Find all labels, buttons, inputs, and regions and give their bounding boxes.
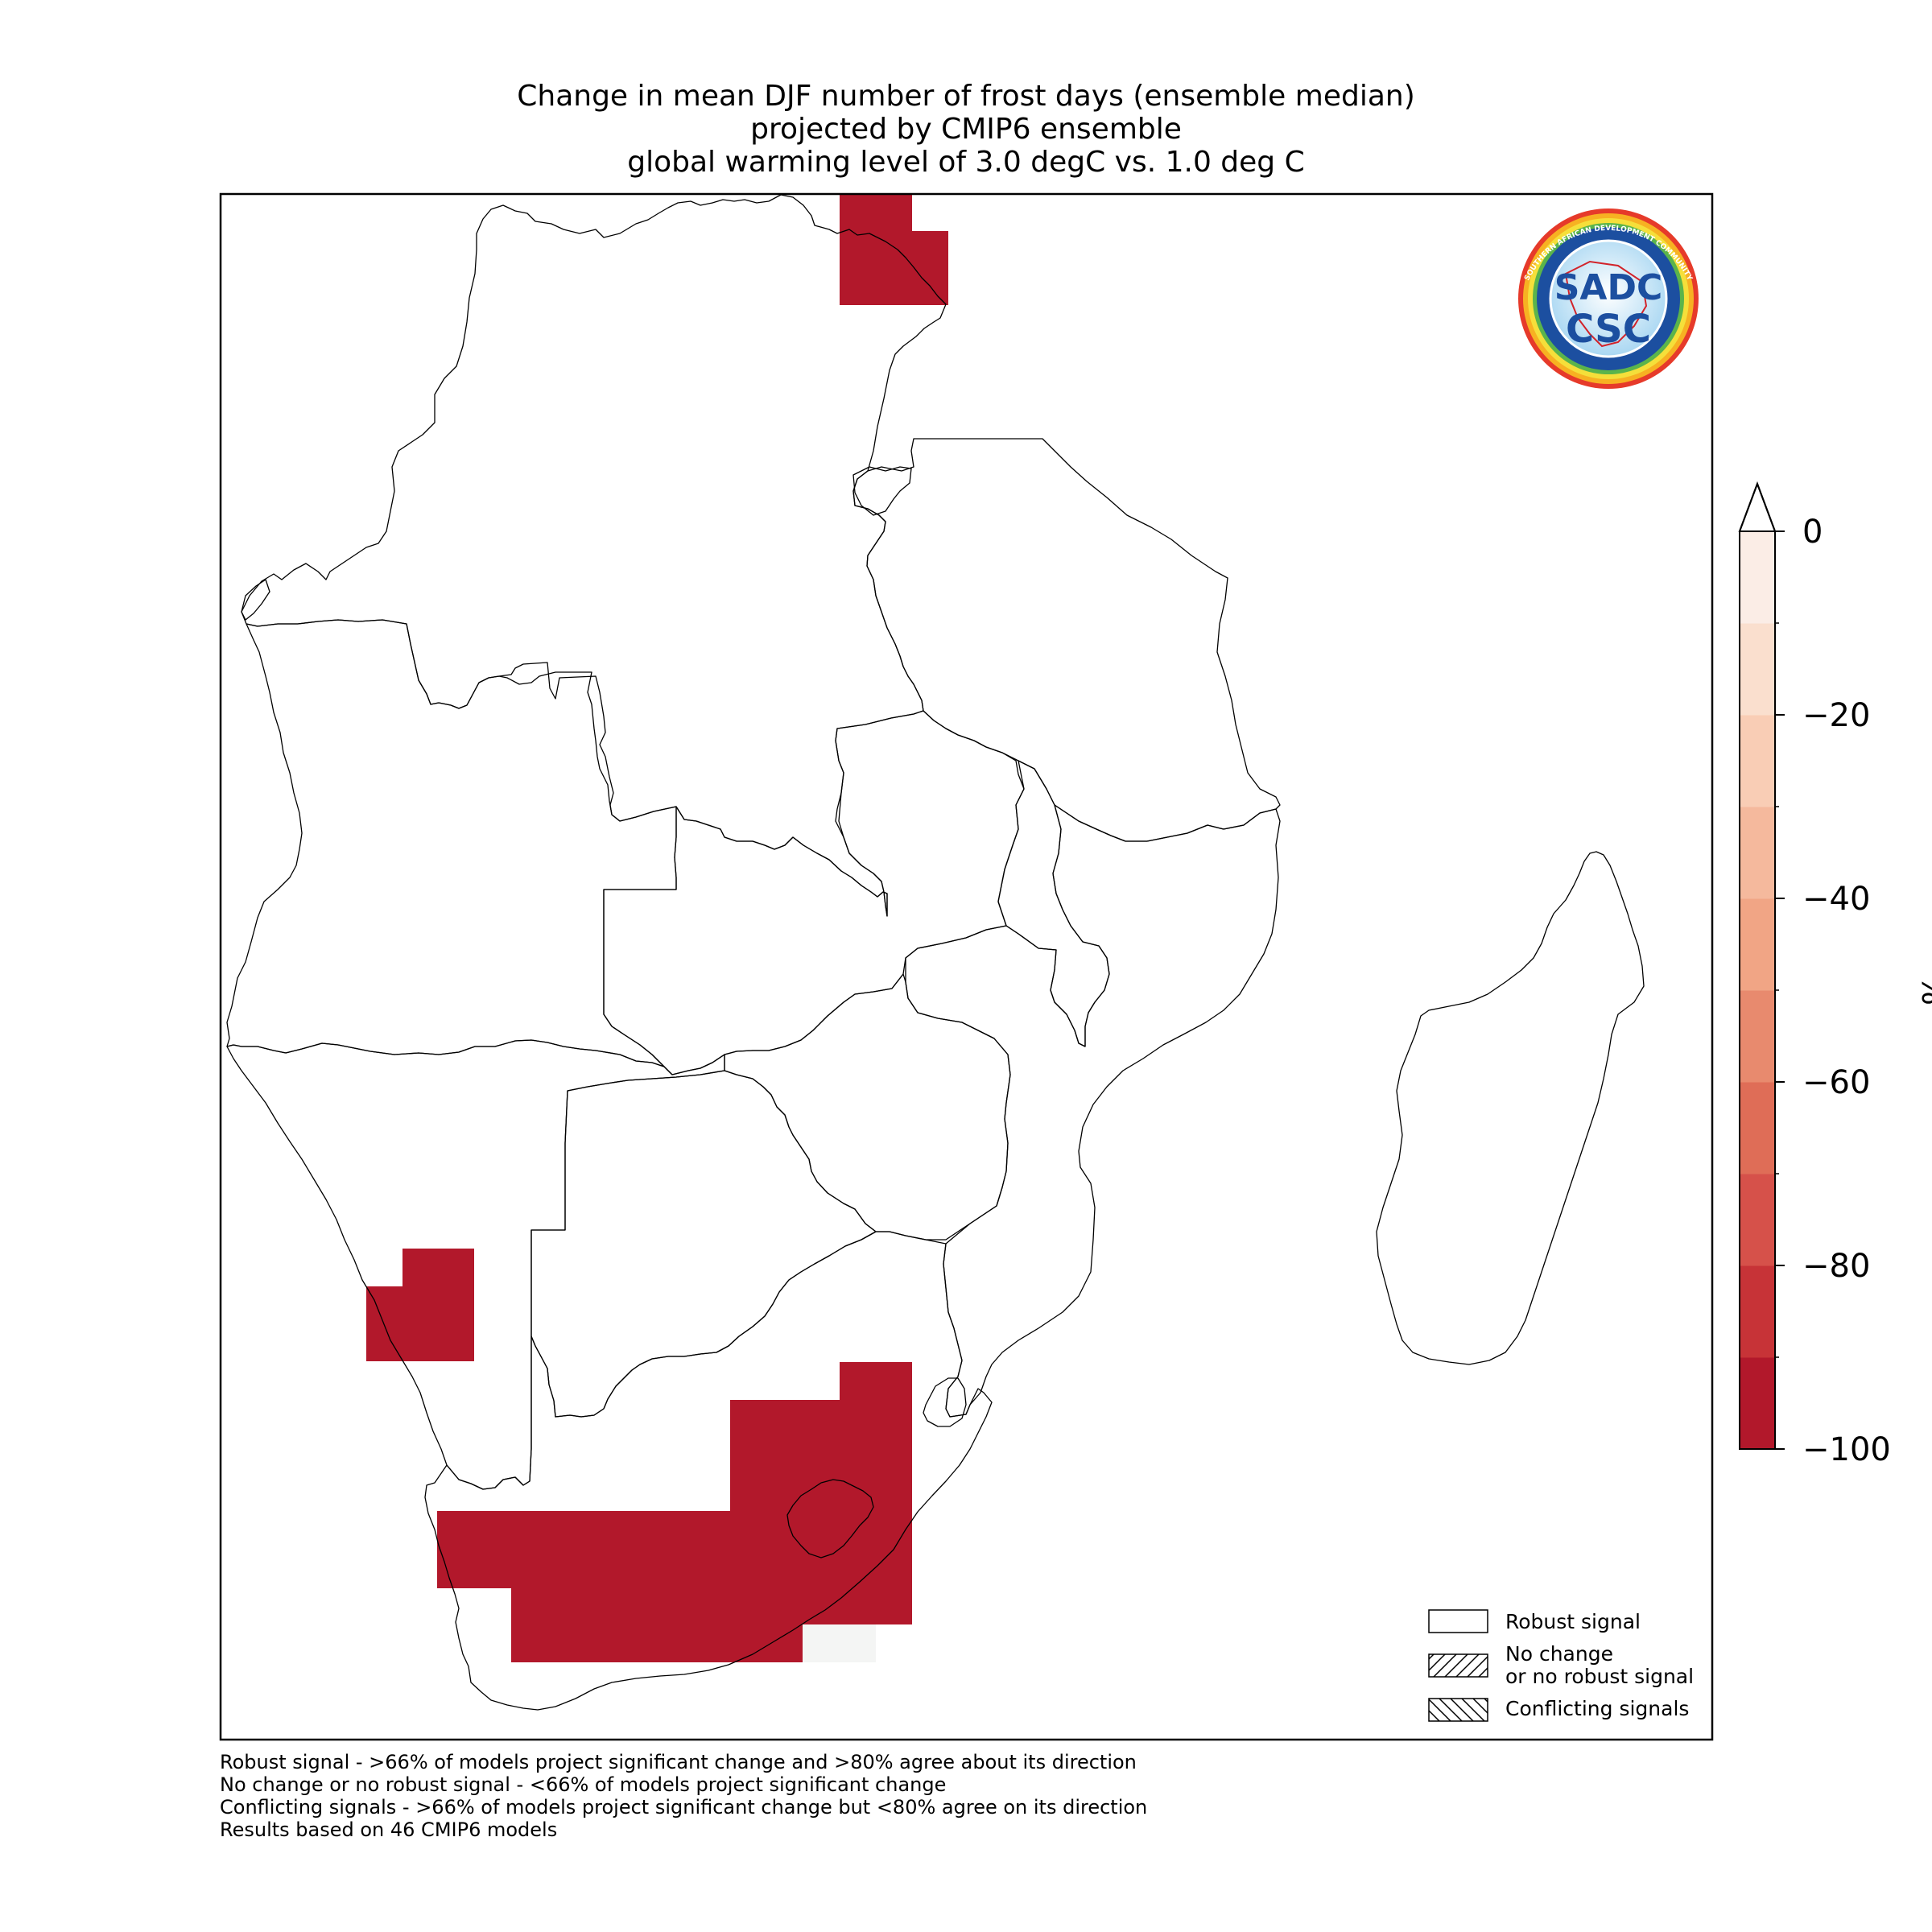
footnote-1: Robust signal - >66% of models project s… (220, 1751, 1137, 1773)
colorbar-band (1740, 1082, 1775, 1174)
legend-label-conflicting: Conflicting signals (1505, 1697, 1689, 1720)
legend-label-no-change-line2: or no robust signal (1505, 1665, 1694, 1688)
border-malawi (997, 760, 1110, 1047)
colorbar-tick-label: −60 (1802, 1064, 1870, 1101)
title-line-2: projected by CMIP6 ensemble (750, 113, 1182, 146)
border-namibia (226, 1039, 725, 1490)
colorbar-tick-label: −100 (1802, 1431, 1891, 1468)
country-borders (226, 194, 1645, 1711)
border-zimbabwe (724, 973, 1011, 1241)
colorbar-tick-label: 0 (1802, 514, 1823, 551)
colorbar-band (1740, 807, 1775, 899)
legend-label-no-change: No change or no robust signal (1505, 1642, 1694, 1688)
chart-title: Change in mean DJF number of frost days … (517, 80, 1415, 179)
border-madagascar (1376, 851, 1645, 1365)
legend-swatch-robust (1428, 1609, 1488, 1633)
legend-swatch-no-change (1428, 1653, 1488, 1678)
colorbar-band (1740, 1265, 1775, 1358)
logo-africa-outline (1564, 260, 1648, 348)
border-zambia (603, 710, 1025, 1075)
colorbar-ticks: 0 −20 −40 −60 −80 −100 (1775, 514, 1891, 1468)
logo-csc-text: CSC (1566, 307, 1651, 352)
colorbar-band (1740, 623, 1775, 716)
lake-victoria (852, 466, 912, 516)
border-lesotho (786, 1479, 874, 1558)
colorbar-extend-arrow (1738, 481, 1777, 532)
colorbar-tick-label: −40 (1802, 881, 1870, 918)
title-line-1: Change in mean DJF number of frost days … (517, 80, 1415, 113)
legend-swatch-conflicting (1428, 1698, 1488, 1722)
border-tanzania (852, 438, 1281, 842)
footnotes: Robust signal - >66% of models project s… (220, 1751, 1147, 1841)
colorbar-bands (1740, 531, 1775, 1450)
colorbar-unit-label: % (1914, 975, 1932, 1005)
colorbar-band (1740, 898, 1775, 991)
footnote-2: No change or no robust signal - <66% of … (220, 1773, 946, 1796)
border-botswana (530, 1070, 877, 1418)
colorbar-band (1740, 715, 1775, 807)
legend-label-no-change-line1: No change (1505, 1642, 1613, 1666)
border-cabinda (241, 579, 270, 621)
legend-label-robust: Robust signal (1505, 1610, 1641, 1633)
colorbar-tick-label: −80 (1802, 1248, 1870, 1285)
border-angola (226, 619, 677, 1067)
colorbar-band (1740, 990, 1775, 1083)
sadc-csc-logo: SOUTHERN AFRICAN DEVELOPMENT COMMUNITY C… (1518, 208, 1699, 421)
map-frame (219, 192, 1714, 1741)
colorbar-band (1740, 1174, 1775, 1266)
footnote-4: Results based on 46 CMIP6 models (220, 1818, 557, 1841)
border-eswatini (923, 1377, 967, 1427)
border-south-africa (424, 1231, 993, 1711)
hatch-legend: Robust signal No change or no robust sig… (1428, 1609, 1694, 1722)
logo-ring-bottom-text: CLIMATE SERVICES CENTRE (1554, 398, 1662, 421)
signal-cell-namibia (366, 1249, 474, 1361)
footnote-3: Conflicting signals - >66% of models pro… (220, 1796, 1147, 1818)
colorbar-band (1740, 531, 1775, 624)
title-line-3: global warming level of 3.0 degC vs. 1.0… (627, 146, 1304, 179)
signal-cell-south-africa (437, 1362, 912, 1662)
near-zero-cell (803, 1624, 876, 1662)
colorbar-band (1740, 1357, 1775, 1450)
map-area: SOUTHERN AFRICAN DEVELOPMENT COMMUNITY C… (226, 194, 1699, 1722)
colorbar-tick-label: −20 (1802, 697, 1870, 734)
border-mozambique (905, 804, 1281, 1418)
colorbar: 0 −20 −40 −60 −80 −100 % (1738, 481, 1932, 1468)
logo-sadc-text: SADC (1554, 267, 1663, 308)
signal-cells (366, 194, 948, 1662)
